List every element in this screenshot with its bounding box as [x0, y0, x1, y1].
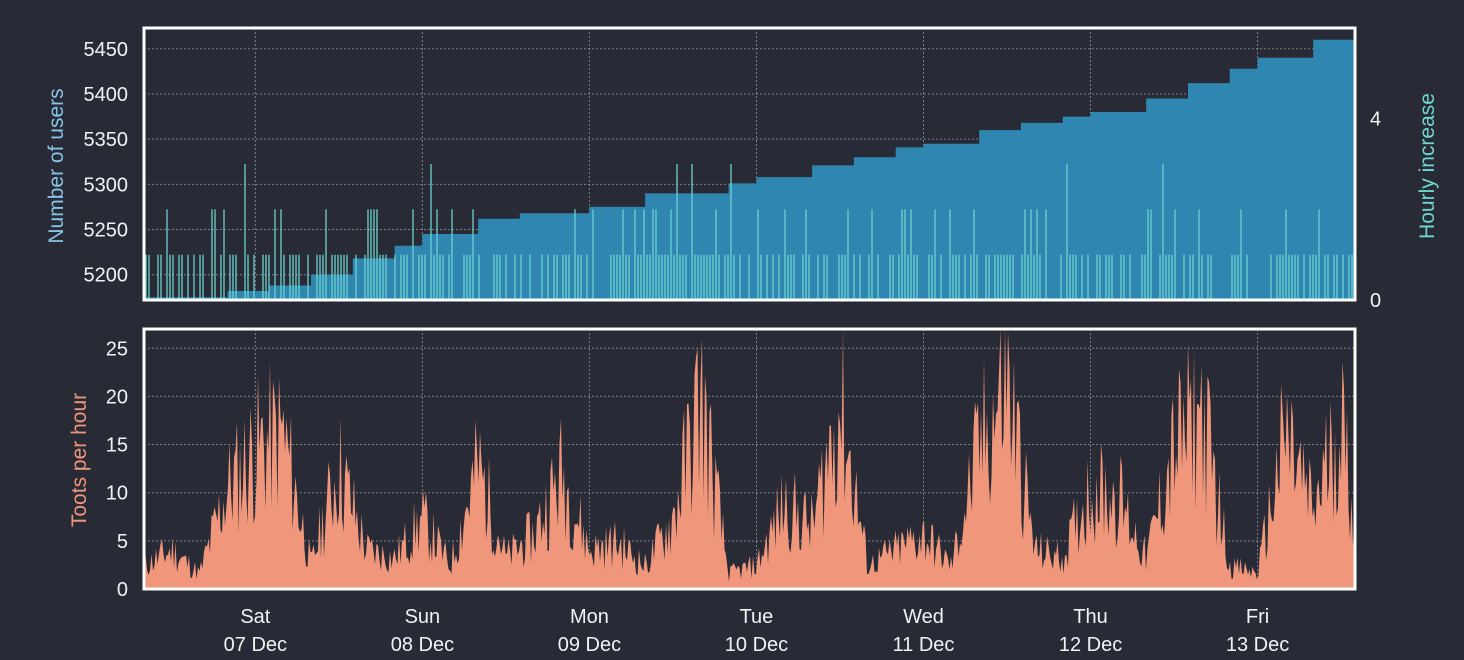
toots-panel: 0 5 10 15 20 25 Toots per hour [68, 327, 1357, 601]
x-tick-date-label: 08 Dec [391, 634, 454, 656]
hourly-increase-axis-label: Hourly increase [1416, 93, 1439, 239]
users-y-tick-label: 5350 [84, 129, 129, 151]
x-tick-date-label: 12 Dec [1059, 634, 1122, 656]
users-panel-frame [142, 26, 1357, 302]
toots-area [144, 329, 1355, 589]
date-x-ticks: Sat 07 Dec Sun 08 Dec Mon 09 Dec Tue 10 Dec Wed 1… [224, 606, 1290, 656]
x-tick-date-label: 09 Dec [558, 634, 621, 656]
x-tick-date-label: 11 Dec [893, 634, 955, 656]
users-y-tick-label: 5250 [84, 220, 129, 242]
users-y-tick-label: 5300 [84, 174, 129, 196]
toots-y-tick-label: 0 [117, 579, 128, 601]
users-area [144, 30, 1355, 300]
users-axis-label: Number of users [45, 88, 68, 243]
toots-y-tick-label: 15 [106, 435, 128, 457]
toots-y-ticks: 0 5 10 15 20 25 [106, 338, 128, 601]
toots-y-tick-label: 5 [117, 531, 128, 553]
x-tick-date-label: 13 Dec [1226, 634, 1289, 656]
hourly-increase-bars [145, 164, 1353, 300]
users-y-tick-label: 5400 [84, 84, 129, 106]
toots-y-tick-label: 25 [106, 338, 128, 360]
toots-y-tick-label: 20 [106, 386, 128, 408]
x-tick-day-label: Thu [1073, 606, 1107, 628]
x-tick-day-label: Mon [570, 606, 609, 628]
x-tick-date-label: 07 Dec [224, 634, 287, 656]
users-y-ticks: 5200 5250 5300 5350 5400 5450 [84, 39, 129, 287]
hourly-increase-y-ticks: 04 [1370, 109, 1381, 312]
x-tick-day-label: Tue [740, 606, 774, 628]
users-y-tick-label: 5200 [84, 265, 129, 287]
x-tick-day-label: Fri [1246, 606, 1269, 628]
toots-panel-frame [142, 327, 1357, 591]
toots-y-tick-label: 10 [106, 483, 128, 505]
hourly-increase-y-tick-label: 4 [1370, 109, 1381, 131]
x-tick-day-label: Sun [405, 606, 441, 628]
hourly-increase-y-tick-label: 0 [1370, 290, 1381, 312]
x-tick-day-label: Sat [240, 606, 270, 628]
users-y-tick-label: 5450 [84, 39, 129, 61]
x-tick-day-label: Wed [903, 606, 944, 628]
x-tick-date-label: 10 Dec [725, 634, 788, 656]
toots-axis-label: Toots per hour [68, 393, 91, 527]
